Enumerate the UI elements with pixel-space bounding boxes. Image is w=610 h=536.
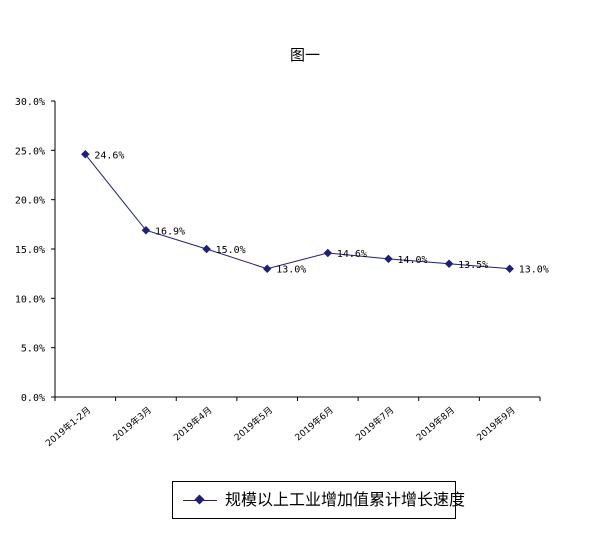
x-tick-label: 2019年7月 [353,404,396,443]
data-point [384,254,393,264]
data-point [81,150,90,159]
data-label: 14.0% [397,255,427,266]
data-point [444,259,454,269]
data-point [202,244,211,254]
y-tick-label: 0.0% [21,393,45,404]
data-label: 13.0% [276,265,306,276]
y-tick-label: 30.0% [15,97,45,108]
legend-diamond-icon [194,494,205,505]
y-tick-label: 10.0% [15,294,45,305]
chart-title: 图一 [290,46,320,64]
x-tick-label: 2019年9月 [474,404,517,443]
data-label: 14.6% [337,249,367,260]
y-tick-label: 5.0% [21,344,45,355]
chart-legend: 规模以上工业增加值累计增长速度 [172,481,465,519]
y-tick-label: 20.0% [15,196,45,207]
data-point [323,248,333,258]
x-tick-label: 2019年3月 [110,404,153,443]
data-point [141,226,151,235]
x-tick-label: 2019年8月 [414,404,457,443]
data-point [262,264,272,273]
data-label: 16.9% [155,226,185,237]
data-point [505,264,514,273]
data-label: 13.0% [519,265,549,276]
data-label: 24.6% [94,150,124,161]
y-tick-label: 25.0% [15,146,45,157]
x-tick-label: 2019年5月 [232,404,275,443]
x-tick-label: 2019年4月 [171,404,214,443]
x-tick-label: 2019年6月 [292,404,335,443]
chart-series: 24.6% 16.9% 15.0% 13.0% 14.6% 14.0% 13.5% 13.0% [81,150,549,276]
x-tick-label: 2019年1-2月 [43,404,93,449]
data-label: 13.5% [458,260,488,271]
series-line [84,153,510,270]
legend-series-label: 规模以上工业增加值累计增长速度 [225,490,466,509]
y-tick-label: 15.0% [15,245,45,256]
data-label: 15.0% [216,245,246,256]
